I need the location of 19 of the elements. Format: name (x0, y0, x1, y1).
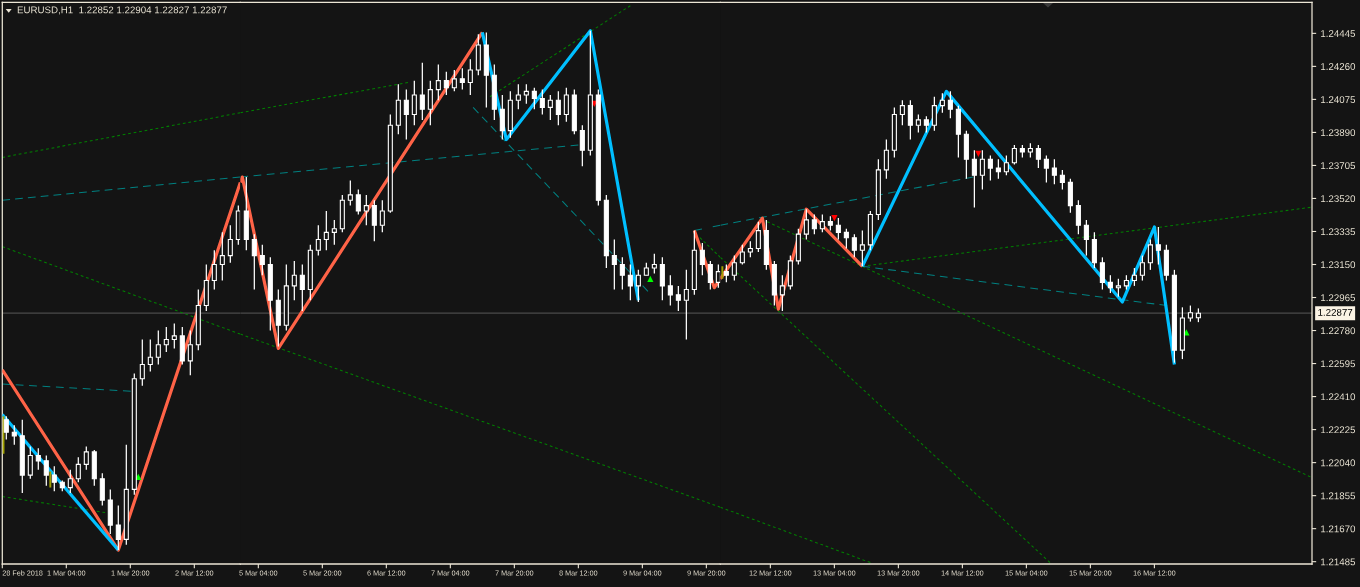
y-tick-label: 1.24075 (1321, 96, 1356, 104)
y-tick-label: 1.23150 (1321, 261, 1356, 269)
y-tick-label: 1.21855 (1321, 492, 1356, 500)
y-tick-label: 1.21485 (1321, 558, 1356, 566)
y-tick-label: 1.23705 (1321, 162, 1356, 170)
y-tick-label: 1.23520 (1321, 195, 1356, 203)
y-tick-label: 1.22780 (1321, 327, 1356, 335)
ref-line-label: 1.22877 (1318, 308, 1353, 316)
y-tick-label: 1.22410 (1321, 393, 1356, 401)
y-tick-label: 1.22595 (1321, 360, 1356, 368)
y-tick-label: 1.23890 (1321, 129, 1356, 137)
y-tick-label: 1.24260 (1321, 63, 1356, 70)
y-tick-label: 1.22225 (1321, 426, 1356, 434)
y-tick-label: 1.24445 (1321, 30, 1356, 37)
y-tick-label: 1.22040 (1321, 459, 1356, 467)
chart-title: EURUSD,H1 1.22852 1.22904 1.22827 1.22877 (17, 6, 227, 15)
y-tick-label: 1.22965 (1321, 294, 1356, 302)
y-tick-label: 1.23335 (1321, 228, 1356, 236)
y-tick-label: 1.21670 (1321, 525, 1356, 533)
